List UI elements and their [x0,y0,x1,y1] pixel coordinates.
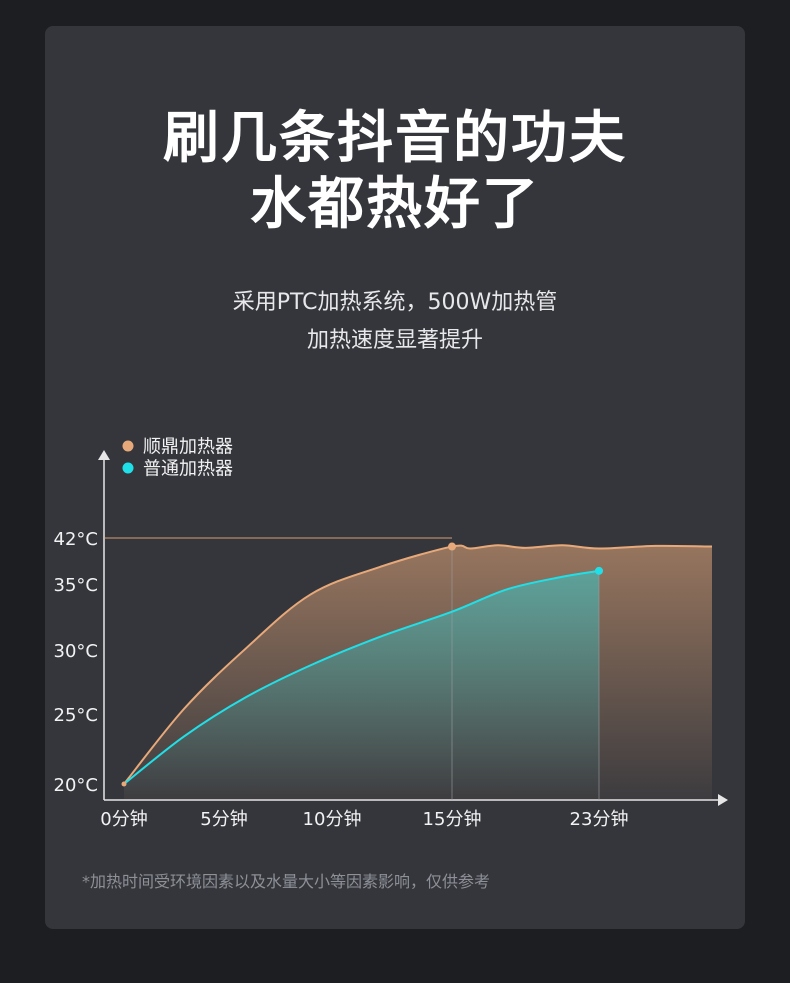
x-tick-label: 10分钟 [303,809,362,830]
series-line-shunding [123,544,713,785]
subheadline-line2: 加热速度显著提升 [306,328,483,353]
x-tick-label: 5分钟 [200,809,247,830]
y-tick-label: 35°C [54,575,98,596]
footnote: *加热时间受环境因素以及水量大小等因素影响，仅供参考 [82,872,491,891]
headline-line1: 刷几条抖音的功夫 [163,106,627,171]
y-axis-arrow [98,450,110,460]
y-tick-label: 20°C [54,775,98,796]
marker-shunding-15min [448,542,456,551]
legend-dot-2 [122,462,134,474]
x-tick-label: 15分钟 [423,809,482,830]
start-point [121,781,127,787]
legend-label-1: 顺鼎加热器 [143,437,233,458]
area-normal [124,570,599,800]
legend-label-2: 普通加热器 [143,459,233,480]
x-tick-label: 0分钟 [100,809,147,830]
y-tick-label: 30°C [54,641,98,662]
x-axis-arrow [718,794,728,806]
x-tick-label: 23分钟 [570,809,629,830]
y-tick-label: 42°C [54,529,98,550]
y-tick-label: 25°C [54,705,98,726]
series-line-normal [123,569,600,785]
marker-normal-23min [595,566,603,575]
headline-line2: 水都热好了 [250,172,540,237]
subheadline-line1: 采用PTC加热系统，500W加热管 [232,290,558,315]
legend-dot-1 [122,440,134,452]
